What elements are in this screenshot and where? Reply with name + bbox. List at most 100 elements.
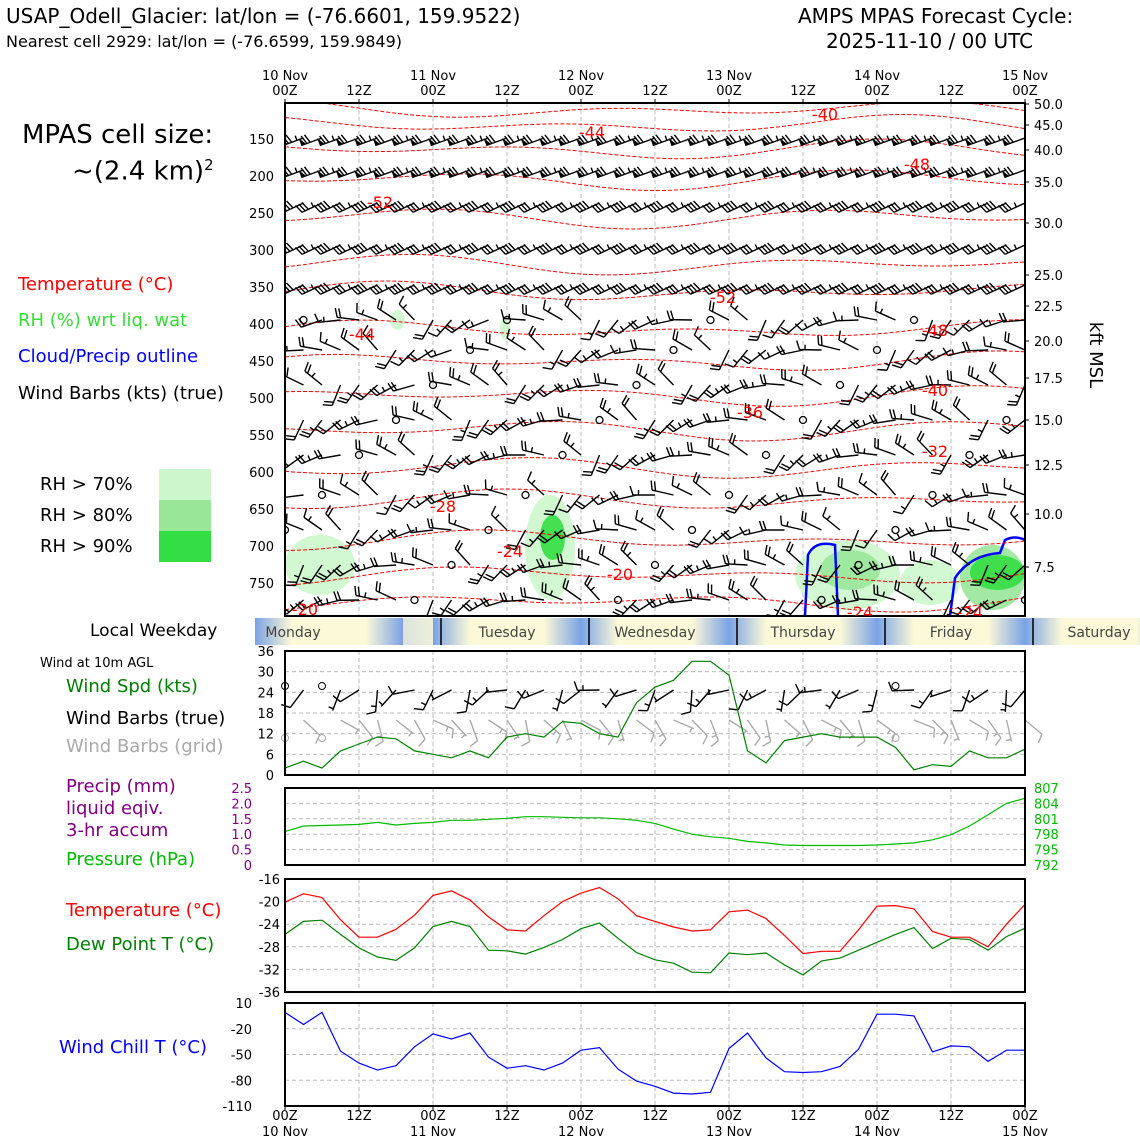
wind-barb bbox=[795, 486, 822, 497]
wind-barb bbox=[411, 547, 434, 566]
wind-barb bbox=[520, 440, 545, 456]
weekday-cell bbox=[433, 618, 581, 645]
wind-barb bbox=[499, 445, 526, 456]
wind-barb bbox=[763, 454, 786, 475]
surface-wind-barb-grid bbox=[450, 719, 468, 739]
windchill-ytick-label: -80 bbox=[231, 1074, 252, 1089]
bottom-tick-label: 00Z bbox=[1012, 1109, 1038, 1124]
wind-barb bbox=[672, 329, 693, 351]
wind-barb bbox=[498, 419, 526, 432]
wind-at-label: Wind at 10m AGL bbox=[40, 656, 154, 671]
pressure-tick-label: 400 bbox=[249, 318, 274, 333]
wind-barb bbox=[485, 332, 508, 351]
surface-wind-barb bbox=[413, 689, 434, 711]
windchill-ytick-label: -110 bbox=[222, 1100, 252, 1115]
wind-barb bbox=[304, 362, 323, 386]
surface-wind-barb-grid bbox=[709, 719, 720, 748]
temperature-contour-label: -52 bbox=[710, 288, 736, 307]
pressure-ytick-label: 801 bbox=[1034, 813, 1059, 828]
wind-barb bbox=[961, 488, 989, 498]
cloud-outline bbox=[803, 542, 840, 616]
wind-barb bbox=[831, 594, 859, 605]
windchill-ytick-label: -20 bbox=[231, 1023, 252, 1038]
wind-barb bbox=[369, 283, 397, 295]
wind-panel-frame bbox=[284, 650, 1026, 776]
wind-barb bbox=[466, 419, 490, 439]
wind-barb bbox=[633, 419, 656, 440]
wind-barb bbox=[907, 349, 933, 366]
wind-barb bbox=[543, 494, 564, 516]
wind-barb bbox=[894, 579, 915, 601]
kft-tick-label: 20.0 bbox=[1034, 335, 1063, 350]
wind-barb bbox=[520, 587, 545, 601]
wind-barb bbox=[945, 516, 970, 531]
surface-wind-barb bbox=[1001, 689, 1026, 708]
temperature-contour bbox=[285, 421, 1025, 442]
calm-circle bbox=[318, 682, 326, 690]
wind-barb bbox=[853, 166, 878, 179]
kft-tick-label: 17.5 bbox=[1034, 372, 1063, 387]
wind-barb bbox=[708, 300, 730, 321]
top-tick-label: 00Z bbox=[716, 84, 742, 99]
wind-barb bbox=[285, 600, 286, 602]
surface-wind-barb-grid bbox=[784, 719, 802, 738]
surface-wind-barb bbox=[961, 689, 989, 703]
surface-wind-barb-grid bbox=[654, 719, 667, 747]
wind-barb bbox=[961, 319, 989, 332]
calm-circle bbox=[909, 315, 919, 325]
windchill-ytick-label: -50 bbox=[231, 1049, 252, 1064]
pressure-tick-label: 600 bbox=[249, 466, 274, 481]
calm-circle bbox=[632, 380, 641, 390]
bottom-date-label: 11 Nov bbox=[410, 1125, 456, 1140]
wind-barb bbox=[795, 454, 822, 468]
wind-barb bbox=[817, 564, 841, 583]
bottom-tick-label: 00Z bbox=[420, 1109, 446, 1124]
wind-barb bbox=[925, 375, 952, 386]
wind-barb bbox=[556, 553, 582, 566]
wind-barb bbox=[777, 319, 804, 336]
wind-barb bbox=[852, 442, 878, 456]
precip-ytick-label: 1.0 bbox=[231, 828, 252, 843]
wind-barb bbox=[723, 407, 748, 421]
temperature-contour-label: -24 bbox=[847, 603, 873, 622]
wind-barb bbox=[428, 454, 453, 473]
wind-barb bbox=[424, 494, 452, 505]
wind-barb bbox=[313, 449, 341, 460]
wind-barb bbox=[729, 432, 748, 456]
cross-section-panel bbox=[284, 102, 1026, 617]
kft-tick-label: 45.0 bbox=[1034, 119, 1063, 134]
wind-barb bbox=[1009, 504, 1025, 531]
surface-wind-barb bbox=[609, 688, 637, 698]
wind-barb bbox=[319, 331, 341, 351]
calm-circle bbox=[465, 345, 475, 355]
wind-barb bbox=[967, 365, 989, 386]
temperature-contour bbox=[285, 385, 1025, 407]
wind-barb bbox=[461, 319, 489, 329]
cross-section-frame bbox=[284, 102, 1026, 617]
wind-barb bbox=[596, 454, 619, 474]
surface-wind-barb-grid bbox=[821, 719, 842, 740]
temperature-contour-label: -28 bbox=[430, 497, 456, 516]
wind-ytick-label: 0 bbox=[266, 769, 274, 784]
top-date-label: 10 Nov bbox=[262, 69, 308, 84]
temp-ytick-label: -24 bbox=[259, 918, 280, 933]
wind-barb bbox=[874, 301, 896, 321]
wind-barb bbox=[739, 379, 767, 390]
surface-wind-barb-grid bbox=[746, 719, 761, 747]
wind-ytick-label: 18 bbox=[257, 707, 274, 722]
rh-region bbox=[285, 535, 355, 595]
temperature-contour-label: -24 bbox=[497, 542, 523, 561]
wind-barb bbox=[729, 296, 748, 321]
top-date-label: 12 Nov bbox=[558, 69, 604, 84]
bottom-tick-label: 12Z bbox=[494, 1109, 520, 1124]
surface-wind-barb-grid bbox=[762, 719, 772, 747]
wind-barb bbox=[350, 242, 378, 255]
wind-barb bbox=[391, 494, 416, 513]
wind-barb bbox=[398, 295, 416, 321]
wind-barb bbox=[593, 372, 619, 386]
pressure-tick-label: 200 bbox=[249, 170, 274, 185]
bottom-date-label: 12 Nov bbox=[558, 1125, 604, 1140]
calm-circle bbox=[447, 560, 456, 570]
pressure-label: Pressure (hPa) bbox=[66, 849, 196, 870]
wind-barb bbox=[873, 584, 896, 601]
